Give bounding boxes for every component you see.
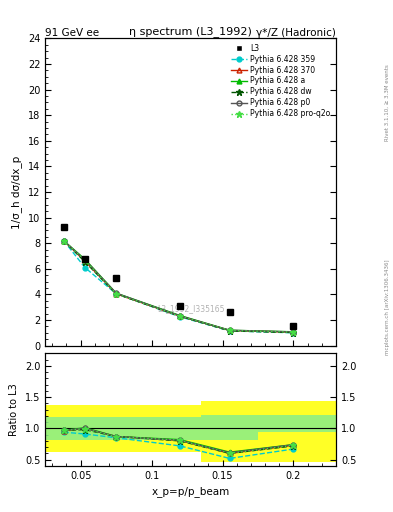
Y-axis label: 1/σ_h dσ/dx_p: 1/σ_h dσ/dx_p [11, 155, 22, 229]
Y-axis label: Ratio to L3: Ratio to L3 [9, 383, 19, 436]
Text: L3_1992_I335165: L3_1992_I335165 [157, 304, 224, 313]
Title: η spectrum (L3_1992): η spectrum (L3_1992) [129, 26, 252, 37]
Legend: L3, Pythia 6.428 359, Pythia 6.428 370, Pythia 6.428 a, Pythia 6.428 dw, Pythia : L3, Pythia 6.428 359, Pythia 6.428 370, … [229, 42, 332, 120]
Text: Rivet 3.1.10, ≥ 3.3M events: Rivet 3.1.10, ≥ 3.3M events [385, 64, 389, 141]
Text: 91 GeV ee: 91 GeV ee [45, 28, 99, 38]
Text: γ*/Z (Hadronic): γ*/Z (Hadronic) [256, 28, 336, 38]
X-axis label: x_p=p/p_beam: x_p=p/p_beam [151, 486, 230, 497]
Text: mcplots.cern.ch [arXiv:1306.3436]: mcplots.cern.ch [arXiv:1306.3436] [385, 260, 389, 355]
